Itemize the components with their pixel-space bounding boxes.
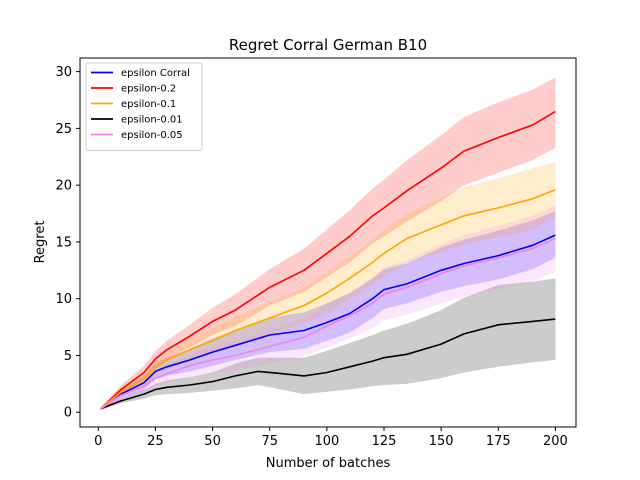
series-line-epsilon-0_01 xyxy=(100,318,556,410)
y-axis-ticks: 0 5 10 15 20 25 30 xyxy=(55,65,80,421)
y-tick-label: 0 xyxy=(64,406,72,421)
x-tick-label: 75 xyxy=(261,434,278,449)
x-tick-label: 200 xyxy=(543,434,568,449)
x-axis-ticks: 0 25 50 75 100 125 150 175 200 xyxy=(94,427,568,449)
series-line-epsilon-corral xyxy=(100,234,556,410)
x-tick-label: 125 xyxy=(372,434,397,449)
y-tick-label: 20 xyxy=(55,179,72,194)
x-tick-label: 150 xyxy=(429,434,454,449)
y-tick-label: 5 xyxy=(64,349,72,364)
x-tick-label: 175 xyxy=(486,434,511,449)
x-tick-label: 0 xyxy=(94,434,102,449)
series-lines xyxy=(100,110,556,410)
legend-label: epsilon-0.2 xyxy=(121,84,176,95)
y-tick-label: 25 xyxy=(55,122,72,137)
y-tick-label: 30 xyxy=(55,65,72,80)
legend-label: epsilon-0.01 xyxy=(121,115,183,126)
x-tick-label: 100 xyxy=(314,434,339,449)
series-line-epsilon-0_2 xyxy=(100,110,556,410)
x-tick-label: 25 xyxy=(147,434,164,449)
y-axis-label: Regret xyxy=(33,221,48,264)
x-axis-label: Number of batches xyxy=(266,456,391,471)
legend-label: epsilon-0.05 xyxy=(121,130,183,141)
series-line-epsilon-0_1 xyxy=(100,188,556,410)
y-tick-label: 10 xyxy=(55,292,72,307)
chart-title: Regret Corral German B10 xyxy=(229,36,427,54)
series-line-epsilon-0_05 xyxy=(100,237,556,410)
y-tick-label: 15 xyxy=(55,235,72,250)
legend-label: epsilon-0.1 xyxy=(121,99,176,110)
band-epsilon-0_2 xyxy=(100,77,556,411)
x-tick-label: 50 xyxy=(204,434,221,449)
plot-area-frame xyxy=(79,57,577,428)
band-epsilon-0_01 xyxy=(100,278,556,410)
legend-box xyxy=(85,62,203,151)
legend-label: epsilon Corral xyxy=(121,68,190,79)
legend: epsilon Corral epsilon-0.2 epsilon-0.1 epsi… xyxy=(85,62,203,151)
